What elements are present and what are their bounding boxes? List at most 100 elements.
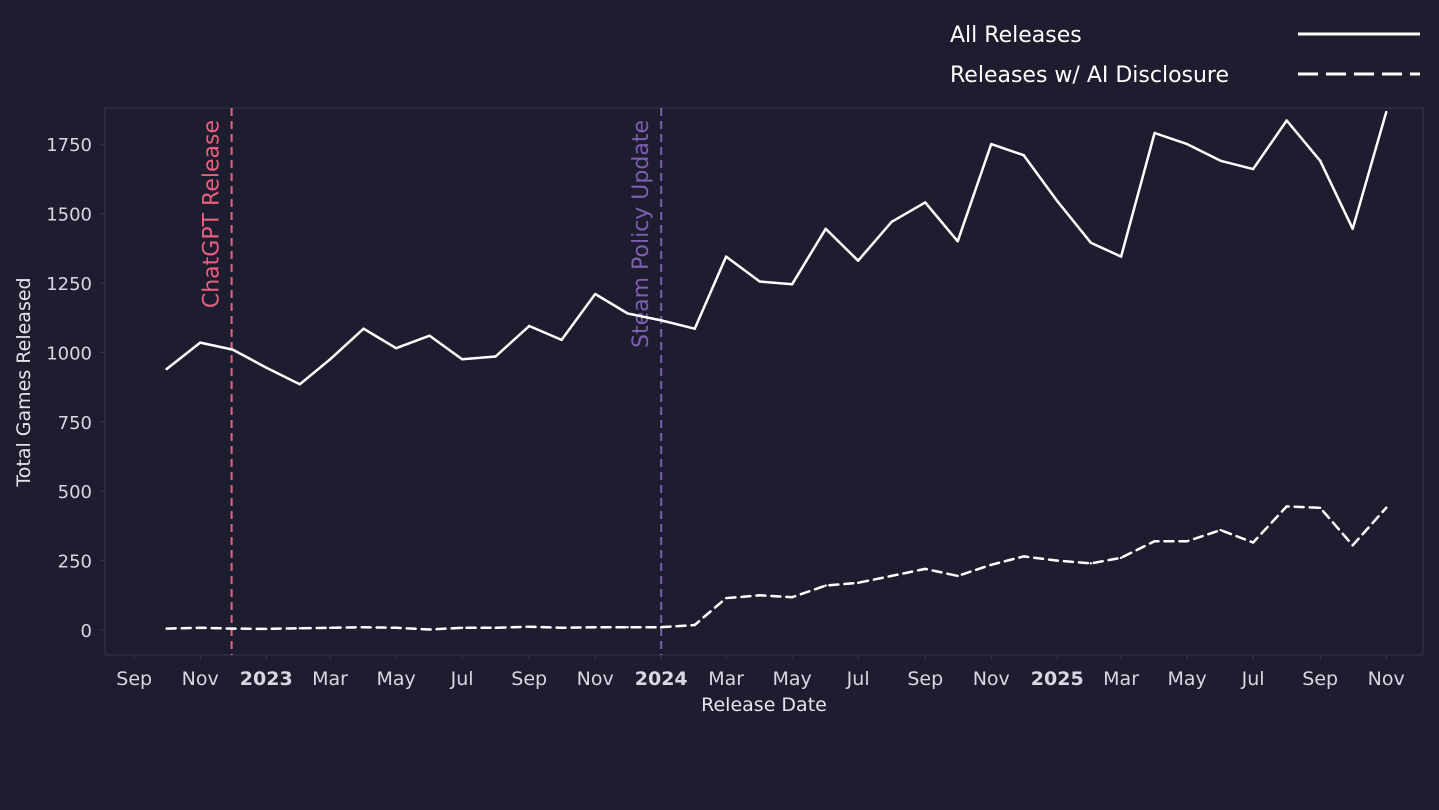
- x-tick-label: Nov: [1368, 668, 1405, 690]
- data-point: [790, 283, 794, 286]
- x-tick-label: 2024: [635, 668, 688, 690]
- data-point: [924, 567, 927, 571]
- data-point: [856, 581, 860, 585]
- data-point: [1285, 505, 1288, 508]
- x-axis-label: Release Date: [701, 694, 827, 716]
- y-tick-label: 1250: [46, 274, 92, 295]
- data-point: [1351, 544, 1354, 547]
- data-point: [1089, 241, 1092, 244]
- data-point: [298, 627, 301, 630]
- y-tick-label: 250: [58, 552, 92, 573]
- series-layer: [165, 110, 1388, 631]
- data-point: [626, 312, 629, 315]
- data-point: [790, 596, 794, 599]
- x-tick-label: Jul: [1241, 668, 1265, 690]
- x-tick-label: Mar: [312, 668, 348, 690]
- data-point: [560, 626, 563, 629]
- data-point: [1385, 506, 1388, 510]
- annotation-label: Steam Policy Update: [629, 120, 654, 348]
- y-axis: 0 250 500 750 1000 1250 1500 1750: [46, 135, 105, 642]
- data-point: [824, 584, 827, 587]
- data-point: [724, 596, 728, 600]
- x-tick-label: Mar: [1103, 668, 1139, 690]
- x-tick-label: Nov: [577, 668, 614, 690]
- data-point: [265, 627, 268, 631]
- y-tick-label: 1000: [46, 343, 92, 364]
- x-tick-label: May: [376, 668, 415, 690]
- data-point: [527, 625, 531, 628]
- plot-frame: [104, 107, 1424, 656]
- data-point: [428, 628, 431, 631]
- data-point: [231, 348, 234, 351]
- data-point: [298, 383, 301, 386]
- data-point: [990, 563, 993, 566]
- data-point: [527, 324, 531, 328]
- data-point: [494, 355, 497, 358]
- data-point: [1119, 556, 1123, 560]
- data-point: [693, 623, 696, 627]
- data-point: [1185, 142, 1189, 146]
- data-point: [1219, 528, 1222, 532]
- data-point: [890, 574, 893, 578]
- data-point: [1153, 131, 1156, 135]
- data-point: [890, 220, 893, 224]
- data-point: [231, 627, 234, 630]
- data-point: [660, 626, 663, 629]
- data-point: [1056, 199, 1059, 203]
- data-point: [1219, 159, 1222, 162]
- data-point: [956, 240, 959, 243]
- data-point: [199, 341, 202, 344]
- x-tick-label: Nov: [182, 668, 219, 690]
- x-tick-label: May: [772, 668, 811, 690]
- x-tick-label: 2023: [240, 668, 293, 690]
- data-point: [1385, 110, 1388, 114]
- data-point: [328, 358, 332, 361]
- data-point: [1319, 506, 1322, 510]
- series-line: [165, 110, 1388, 386]
- data-point: [1119, 255, 1123, 258]
- data-point: [1251, 541, 1255, 544]
- x-tick-label: Sep: [511, 668, 547, 690]
- data-point: [394, 626, 398, 629]
- series-line: [165, 505, 1388, 631]
- data-point: [362, 327, 365, 330]
- data-point: [660, 319, 663, 322]
- data-point: [1185, 539, 1189, 543]
- data-point: [924, 201, 927, 204]
- data-point: [956, 574, 959, 578]
- x-tick-label: Sep: [116, 668, 152, 690]
- x-tick-label: Jul: [450, 668, 474, 690]
- data-point: [990, 142, 993, 146]
- data-point: [693, 327, 696, 330]
- data-point: [1319, 159, 1322, 162]
- data-point: [1351, 227, 1354, 230]
- data-point: [1153, 539, 1156, 543]
- data-point: [1022, 555, 1025, 558]
- data-point: [1022, 154, 1025, 157]
- data-point: [1056, 559, 1059, 562]
- data-point: [724, 255, 728, 258]
- x-tick-label: Sep: [907, 668, 943, 690]
- data-point: [394, 346, 398, 350]
- y-tick-label: 750: [58, 413, 92, 434]
- data-point: [460, 358, 464, 361]
- data-point: [1089, 562, 1092, 565]
- data-point: [265, 366, 268, 369]
- y-axis-label: Total Games Released: [13, 277, 35, 487]
- data-point: [199, 626, 202, 629]
- data-point: [428, 334, 431, 337]
- data-point: [1251, 167, 1255, 171]
- data-point: [362, 626, 365, 629]
- x-tick-label: Jul: [846, 668, 870, 690]
- y-tick-label: 1750: [46, 135, 92, 156]
- x-tick-label: May: [1167, 668, 1206, 690]
- data-point: [494, 626, 497, 629]
- data-point: [626, 626, 629, 629]
- data-point: [758, 280, 761, 283]
- data-point: [328, 626, 332, 629]
- legend-label: Releases w/ AI Disclosure: [950, 63, 1229, 88]
- data-point: [165, 367, 168, 371]
- y-tick-label: 1500: [46, 205, 92, 226]
- data-point: [560, 338, 563, 342]
- x-tick-label: 2025: [1031, 668, 1084, 690]
